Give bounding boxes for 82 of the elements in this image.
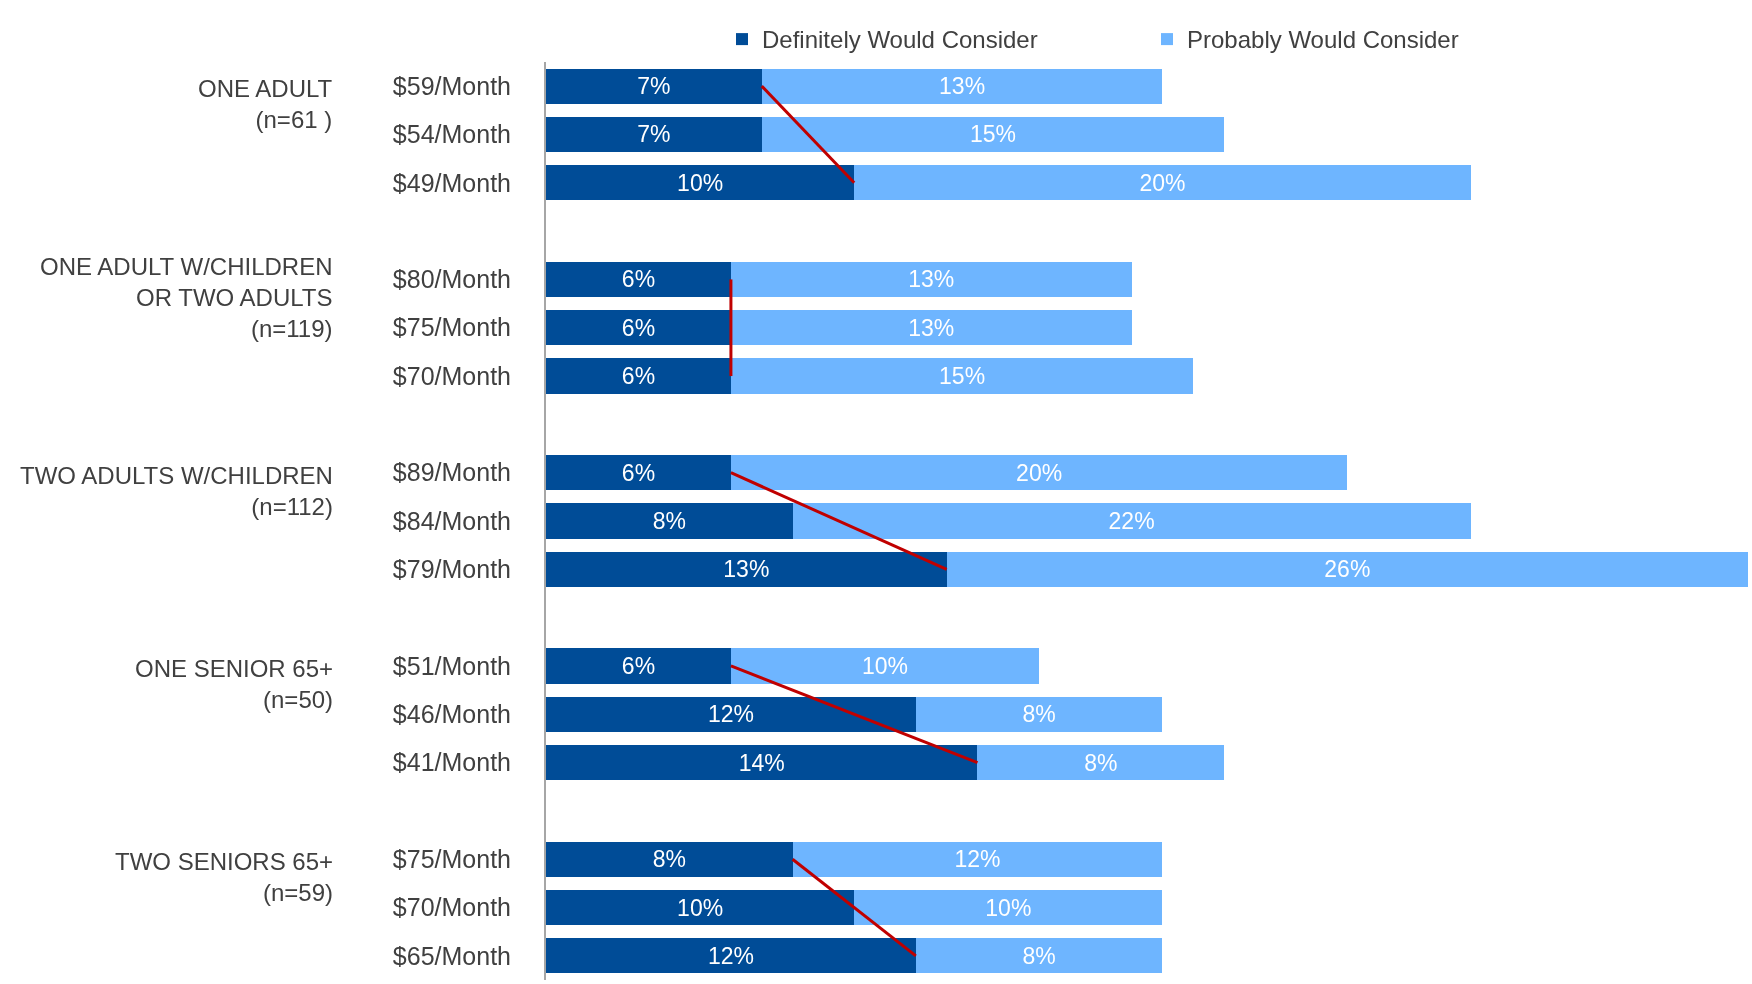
y-tick-label: $65/Month <box>392 941 511 970</box>
data-label: 10% <box>862 652 909 679</box>
y-tick-label: $46/Month <box>392 700 511 729</box>
y-tick-label: $80/Month <box>392 265 511 294</box>
bar <box>761 116 1225 153</box>
data-label: 8% <box>1084 749 1118 776</box>
bar <box>546 889 855 926</box>
text: ONE ADULT (n=61 ) <box>198 75 333 134</box>
data-label: 10% <box>985 894 1032 921</box>
y-tick-label: $75/Month <box>392 313 511 342</box>
bar <box>546 744 978 781</box>
bar <box>730 455 1348 491</box>
y-tick-label: $49/Month <box>392 168 511 197</box>
data-label: 6% <box>621 266 656 293</box>
data-label: 20% <box>1139 169 1186 196</box>
data-label: 6% <box>621 363 656 390</box>
data-label: 8% <box>652 508 686 534</box>
data-label: 7% <box>637 73 671 100</box>
data-label: 12% <box>707 942 754 969</box>
data-label: 22% <box>1108 508 1155 534</box>
data-label: 6% <box>621 459 656 486</box>
data-label: 12% <box>954 846 1001 873</box>
text: ONE ADULT W/CHILDREN OR TWO ADULTS (n=119) <box>40 253 333 343</box>
bar <box>546 551 947 587</box>
text: TWO SENIORS 65+ (n=59) <box>115 848 334 907</box>
data-label: 12% <box>707 701 754 728</box>
y-tick-label: $89/Month <box>392 458 511 487</box>
bar <box>915 938 1163 974</box>
legend-label: Probably Would Consider <box>1187 26 1459 54</box>
data-label: 13% <box>908 266 955 293</box>
bar <box>730 358 1194 394</box>
data-label: 8% <box>1022 701 1056 728</box>
bar <box>854 889 1163 926</box>
bar <box>730 310 1132 346</box>
bar <box>946 551 1748 587</box>
data-label: 10% <box>677 169 724 196</box>
bar <box>546 938 916 974</box>
y-tick-label: $79/Month <box>392 555 511 584</box>
bar <box>546 648 731 684</box>
y-tick-label: $84/Month <box>392 506 511 535</box>
data-label: 20% <box>1016 459 1063 486</box>
legend-label: Definitely Would Consider <box>762 26 1038 54</box>
bar <box>730 261 1132 298</box>
bar <box>730 648 1040 684</box>
data-label: 6% <box>621 652 656 679</box>
bar <box>761 68 1163 104</box>
data-label: 15% <box>969 121 1016 148</box>
y-tick-label: $70/Month <box>392 361 511 390</box>
bar <box>546 310 731 346</box>
bar <box>792 503 1471 539</box>
text: TWO ADULTS W/CHILDREN (n=112) <box>20 462 333 521</box>
y-tick-label: $51/Month <box>392 651 511 680</box>
bar <box>792 841 1163 877</box>
data-label: 14% <box>738 749 785 776</box>
y-tick-label: $54/Month <box>392 120 511 149</box>
bar <box>546 261 731 298</box>
data-label: 13% <box>723 556 770 583</box>
data-label: 7% <box>637 121 671 148</box>
data-label: 10% <box>677 894 724 921</box>
data-label: 13% <box>908 314 955 341</box>
y-tick-label: $70/Month <box>392 893 511 922</box>
data-label: 15% <box>939 363 986 390</box>
bar <box>546 841 793 877</box>
y-tick-label: $59/Month <box>392 71 511 100</box>
bar <box>546 165 855 201</box>
bar <box>546 68 762 104</box>
bar <box>546 503 793 539</box>
data-label: 26% <box>1324 556 1371 583</box>
bar <box>546 455 731 491</box>
data-label: 8% <box>652 846 686 873</box>
bar <box>546 696 916 732</box>
bar <box>546 358 731 394</box>
y-tick-label: $75/Month <box>392 844 511 873</box>
data-label: 13% <box>939 73 986 100</box>
bar <box>977 744 1225 781</box>
bar <box>915 696 1163 732</box>
text: ONE SENIOR 65+ (n=50) <box>135 655 334 714</box>
y-tick-label: $41/Month <box>392 748 511 777</box>
bar <box>854 165 1471 201</box>
data-label: 6% <box>621 314 656 341</box>
bar <box>546 116 762 153</box>
data-label: 8% <box>1022 942 1056 969</box>
